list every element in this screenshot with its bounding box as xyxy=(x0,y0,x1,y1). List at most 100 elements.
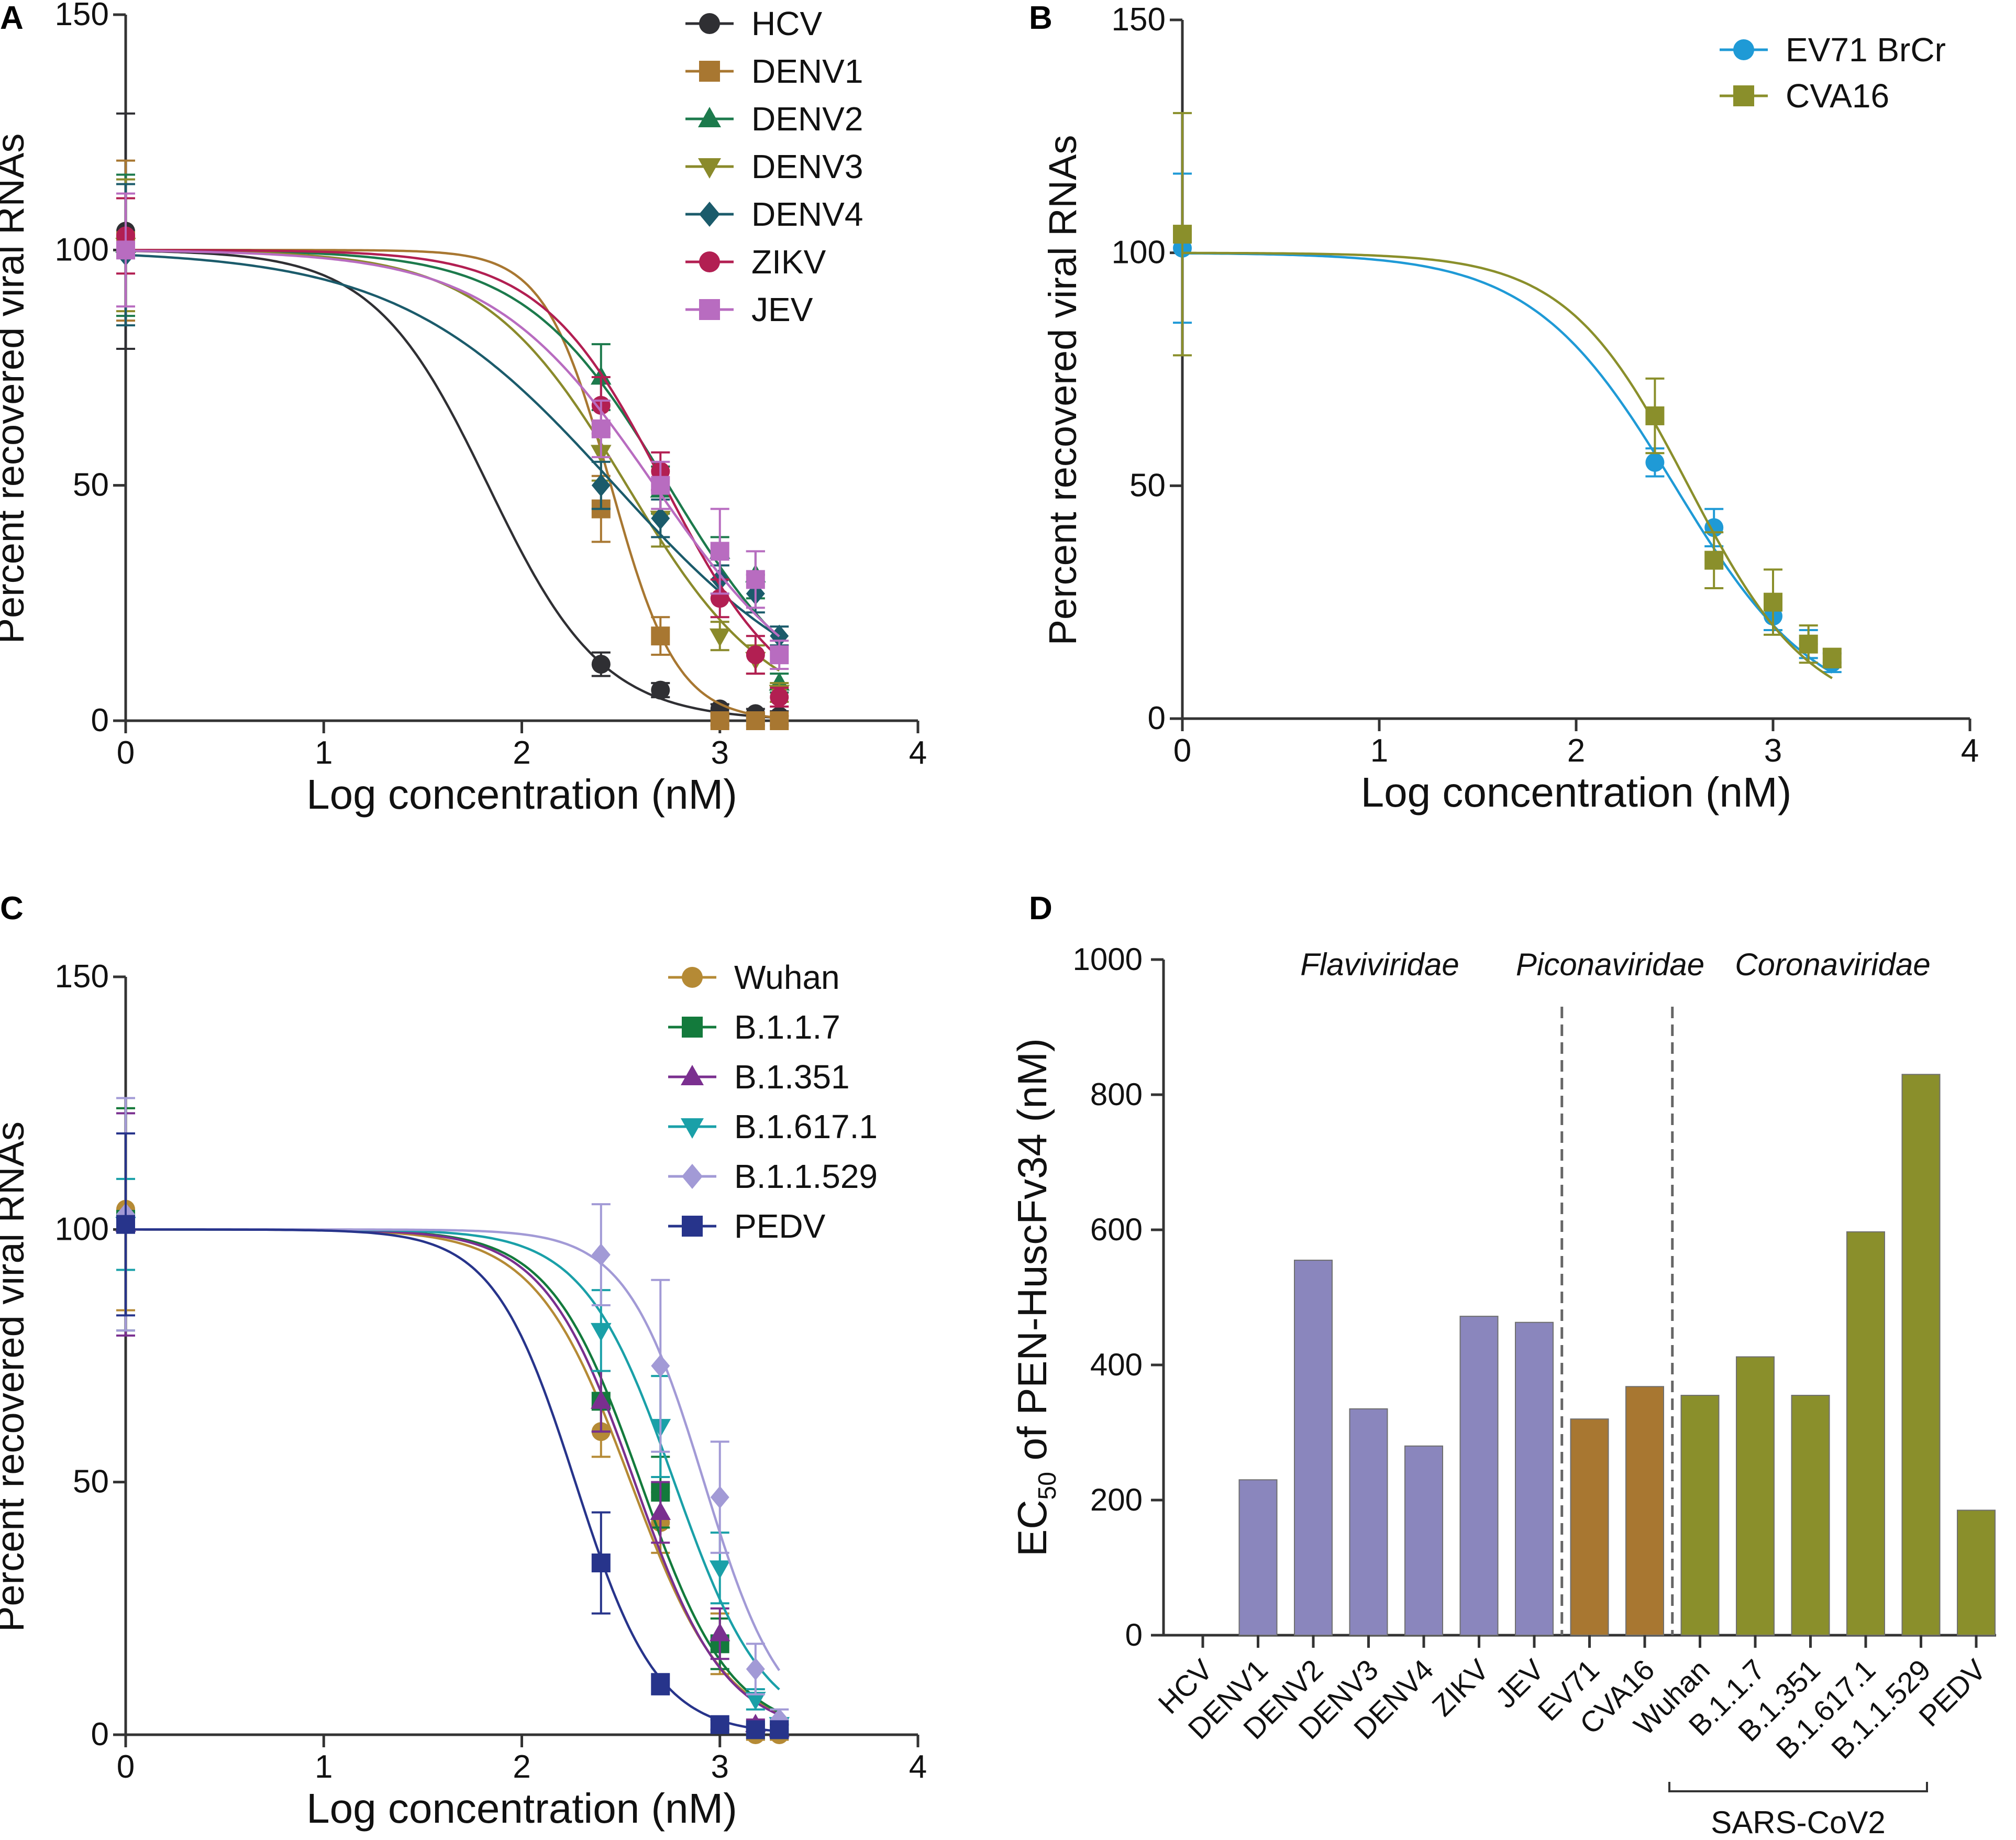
fit-curve xyxy=(125,249,780,637)
group-title: Piconaviridae xyxy=(1516,947,1704,982)
data-point xyxy=(591,1323,612,1341)
fit-curve xyxy=(126,1228,780,1714)
panel-label-d: D xyxy=(1029,890,1053,927)
x-tick-label: 3 xyxy=(711,1749,729,1785)
bar-b-1-617-1 xyxy=(1846,1231,1885,1636)
bar-denv4 xyxy=(1404,1445,1443,1636)
x-axis-label: Log concentration (nM) xyxy=(306,771,737,818)
y-tick-label: 800 xyxy=(1090,1077,1143,1112)
fit-curve xyxy=(126,1228,780,1716)
legend-marker xyxy=(1733,39,1754,60)
data-point xyxy=(651,1674,670,1694)
series-ev71-brcr: EV71 BrCr xyxy=(1173,31,1946,674)
legend-label: DENV1 xyxy=(751,52,863,90)
legend-marker xyxy=(682,1216,703,1237)
bar-cva16 xyxy=(1625,1386,1664,1636)
data-point xyxy=(1173,225,1192,244)
y-axis-label: Percent recovered viral RNAs xyxy=(0,1121,32,1632)
x-tick-label: ZIKV xyxy=(1425,1652,1495,1722)
series-b-1-1-529: B.1.1.529 xyxy=(116,1097,878,1731)
data-point xyxy=(746,1720,765,1739)
fit-curve xyxy=(125,249,780,719)
y-tick-label: 150 xyxy=(55,958,109,995)
legend-marker xyxy=(699,202,720,227)
data-point xyxy=(1645,453,1665,472)
fit-curve xyxy=(125,254,780,638)
fit-curve xyxy=(126,249,780,672)
y-tick-label: 100 xyxy=(1112,235,1166,271)
y-axis-label-subscript: 50 xyxy=(1034,1472,1061,1500)
x-tick-label: 0 xyxy=(1173,733,1191,769)
data-point xyxy=(1822,648,1842,668)
y-axis-label: Percent recovered viral RNAs xyxy=(0,134,32,644)
bar-wuhan xyxy=(1680,1395,1720,1636)
y-tick-label: 100 xyxy=(55,232,109,268)
fit-curve xyxy=(126,1228,780,1691)
data-point xyxy=(116,240,135,260)
y-tick-label: 0 xyxy=(1148,700,1166,736)
legend-label: DENV3 xyxy=(751,148,863,185)
bar-b-1-1-529 xyxy=(1901,1074,1941,1636)
fit-curve xyxy=(126,249,780,659)
data-point xyxy=(651,626,670,646)
data-point xyxy=(591,655,611,674)
bar-b-1-351 xyxy=(1791,1395,1830,1636)
y-tick-label: 100 xyxy=(55,1211,109,1247)
data-point xyxy=(710,1715,729,1734)
y-tick-label: 150 xyxy=(55,0,109,32)
x-tick-label: 4 xyxy=(1961,733,1979,769)
panel-label-c: C xyxy=(0,890,24,927)
legend-marker xyxy=(682,1164,703,1189)
bar-jev xyxy=(1515,1321,1554,1636)
legend-marker xyxy=(681,1118,704,1139)
data-point xyxy=(709,628,730,647)
y-axis-label-main: EC xyxy=(1009,1500,1055,1556)
y-tick-label: 600 xyxy=(1090,1212,1143,1247)
legend-marker xyxy=(699,13,720,34)
y-axis-label-rest: of PEN-HuscFv34 (nM) xyxy=(1009,1038,1055,1472)
bar-ev71 xyxy=(1570,1418,1609,1636)
data-point xyxy=(770,688,789,707)
x-tick-label: 3 xyxy=(711,735,729,771)
fit-curve xyxy=(126,1228,780,1713)
data-point xyxy=(591,1553,611,1573)
data-point xyxy=(709,1560,730,1579)
legend-marker xyxy=(699,61,720,82)
y-tick-label: 400 xyxy=(1090,1347,1143,1382)
legend-label: B.1.351 xyxy=(734,1058,850,1096)
x-tick-label: 2 xyxy=(1567,733,1585,769)
y-tick-label: 200 xyxy=(1090,1482,1143,1517)
data-point xyxy=(710,711,729,730)
series-jev: JEV xyxy=(116,192,813,670)
panel-d-bar-chart: 0 200 400 600 800 1000 EC50 of PEN-HuscFv34 (n… xyxy=(1009,942,1996,1840)
data-point xyxy=(650,1501,671,1520)
data-point xyxy=(745,1692,766,1711)
fit-curve xyxy=(125,1228,780,1733)
y-tick-label: 50 xyxy=(73,1464,109,1500)
x-tick-label: 1 xyxy=(1370,733,1388,769)
data-point xyxy=(770,645,789,665)
series-denv2: DENV2 xyxy=(115,100,863,694)
data-point xyxy=(591,419,611,438)
x-tick-label: 3 xyxy=(1764,733,1782,769)
x-tick-label: 2 xyxy=(513,735,530,771)
data-point xyxy=(651,680,670,700)
x-tick-label: 1 xyxy=(315,1749,333,1785)
x-tick-label: 4 xyxy=(909,735,927,771)
y-axis-label: Percent recovered viral RNAs xyxy=(1041,135,1084,646)
fit-curve xyxy=(1182,251,1833,679)
legend-marker xyxy=(699,251,720,272)
x-tick-label: 2 xyxy=(513,1749,530,1785)
data-point xyxy=(746,645,765,665)
data-point xyxy=(1704,550,1724,570)
panel-a-line-chart: 0 1 2 3 4 0 50 100 150 Log concentration (nM) Perc… xyxy=(0,0,927,818)
fit-curve xyxy=(1182,252,1833,674)
data-point xyxy=(116,1215,135,1234)
data-point xyxy=(770,1720,789,1739)
y-axis-label: EC50 of PEN-HuscFv34 (nM) xyxy=(1009,1038,1061,1557)
legend-label: HCV xyxy=(751,5,822,42)
y-tick-label: 0 xyxy=(91,1716,109,1753)
panel-c-line-chart: 0 1 2 3 4 0 50 100 150 Log concentration (nM) Perc… xyxy=(0,958,927,1832)
fit-curve xyxy=(126,249,780,719)
